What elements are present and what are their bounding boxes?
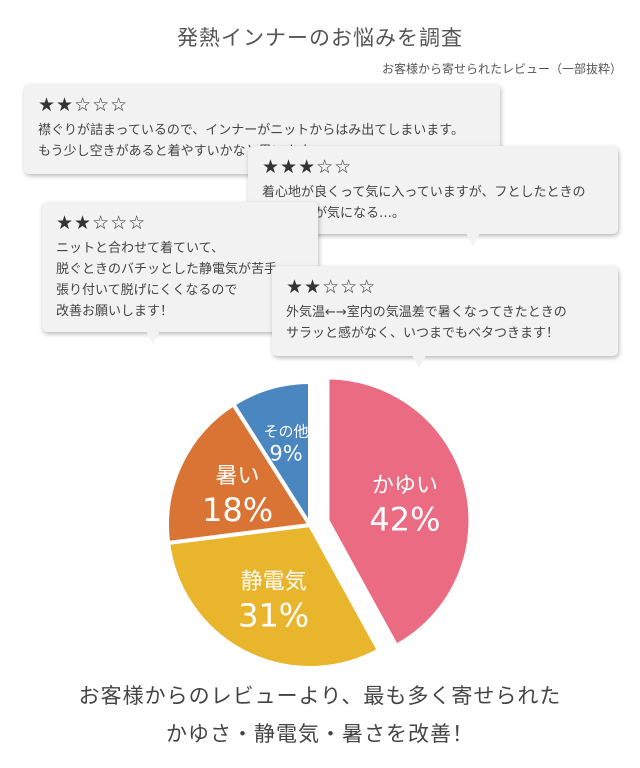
pie-slice-3 — [165, 402, 312, 545]
pie-slice-4 — [231, 380, 312, 527]
footer-line-2: かゆさ・静電気・暑さを改善！ — [166, 722, 474, 746]
pie-slice-value: 42% — [369, 501, 440, 539]
bubble-tail — [146, 331, 160, 344]
pie-slice-label: 暑い — [216, 464, 260, 489]
review-bubble-4: ★★☆☆☆ 外気温←→室内の気温差で暑くなってきたときの サラッと感がなく、いつ… — [272, 266, 618, 368]
star-rating: ★★☆☆☆ — [56, 212, 147, 234]
review-text: ニットと合わせて着ていて、 脱ぐときのバチッとした静電気が苦手。 張り付いて脱げ… — [56, 241, 291, 319]
pie-slice-value: 31% — [238, 596, 309, 634]
pie-slice-1 — [325, 375, 473, 648]
pie-slice-value: 18% — [202, 491, 273, 529]
star-rating: ★★★☆☆ — [262, 156, 353, 178]
review-text: 外気温←→室内の気温差で暑くなってきたときの サラッと感がなく、いつまでもベタつ… — [286, 305, 567, 341]
pie-slice-value: 9% — [269, 442, 302, 466]
pie-slice-2 — [166, 523, 381, 670]
page-title: 発熱インナーのお悩みを調査 — [177, 26, 463, 50]
star-rating: ★★☆☆☆ — [286, 276, 377, 298]
bubble-tail — [412, 355, 426, 368]
footer-line-1: お客様からのレビューより、最も多く寄せられた — [78, 684, 562, 708]
bubble-tail — [466, 233, 480, 246]
pie-slice-label: その他 — [264, 423, 309, 441]
pie-slice-label: かゆい — [372, 474, 438, 499]
page-subtitle: お客様から寄せられたレビュー（一部抜粋） — [381, 62, 622, 76]
star-rating: ★★☆☆☆ — [38, 94, 129, 116]
pie-slice-label: 静電気 — [241, 569, 307, 594]
